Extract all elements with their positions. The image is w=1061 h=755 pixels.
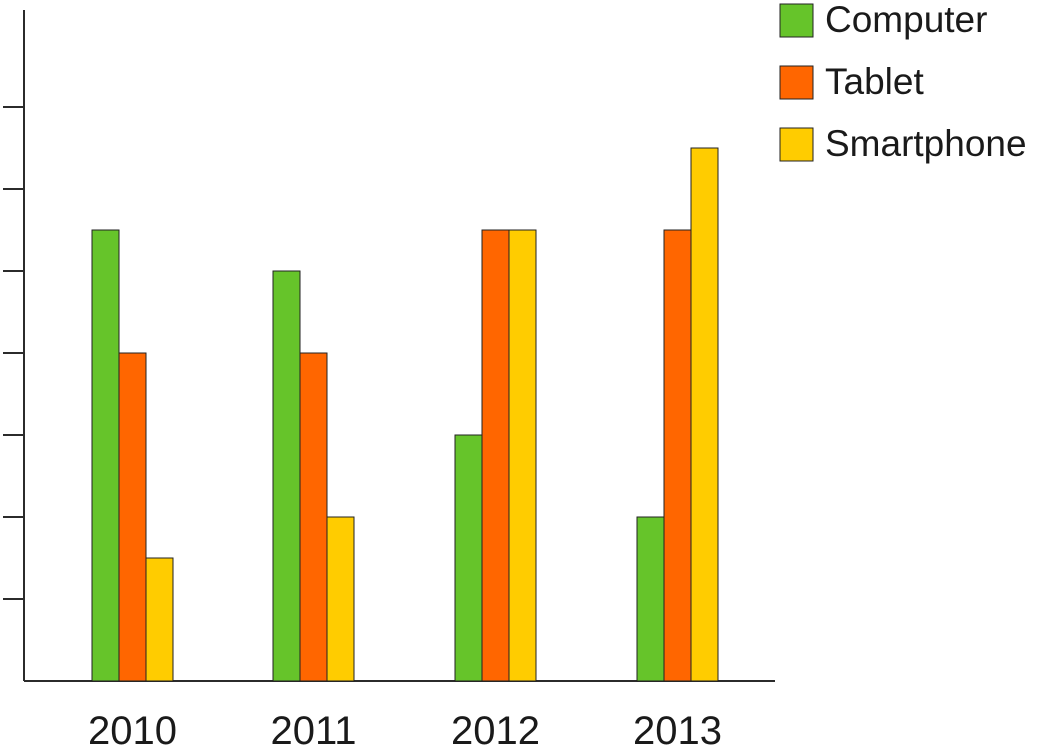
legend-label-smartphone: Smartphone: [825, 123, 1027, 164]
bar-tablet-2010: [118, 352, 147, 682]
bar-computer-2012: [454, 434, 483, 682]
x-tick-label: 2010: [88, 709, 177, 750]
bar-smartphone-2010: [145, 557, 174, 682]
x-tick-label: 2012: [451, 709, 540, 750]
bar-smartphone-2011: [326, 516, 355, 682]
legend-swatch-tablet: [779, 65, 814, 100]
bar-computer-2010: [91, 229, 120, 682]
legend-label-tablet: Tablet: [825, 61, 924, 102]
bar-tablet-2012: [481, 229, 510, 682]
bar-tablet-2011: [299, 352, 328, 682]
category-labels: 2010 2011 2012 2013: [88, 709, 722, 753]
bar-computer-2013: [636, 516, 665, 682]
bar-smartphone-2013: [690, 147, 719, 682]
x-tick-label: 2013: [633, 709, 722, 750]
bar-computer-2011: [272, 270, 301, 682]
x-tick-label: 2011: [270, 709, 356, 750]
bars: [91, 147, 719, 682]
bar-smartphone-2012: [508, 229, 537, 682]
legend-label-computer: Computer: [825, 0, 987, 40]
legend-swatch-smartphone: [779, 127, 814, 162]
legend-swatch-computer: [779, 3, 814, 38]
legend: Computer Tablet Smartphone: [779, 0, 1027, 164]
bar-tablet-2013: [663, 229, 692, 682]
